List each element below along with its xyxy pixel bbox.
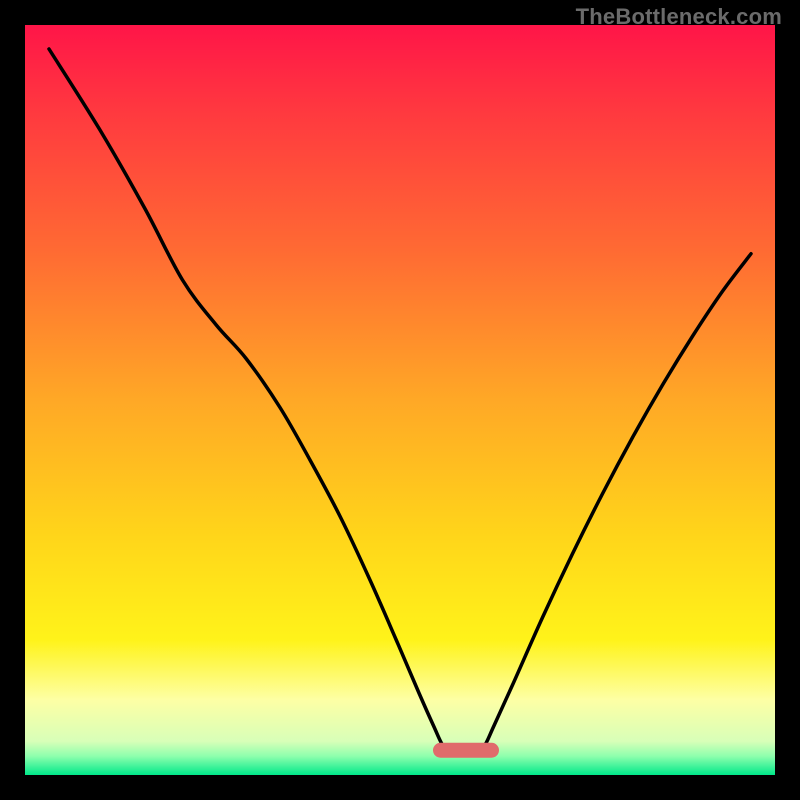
optimal-range-marker xyxy=(433,743,499,758)
chart-frame: TheBottleneck.com xyxy=(0,0,800,800)
chart-background-gradient xyxy=(25,25,775,775)
watermark-text: TheBottleneck.com xyxy=(576,4,782,30)
bottleneck-chart xyxy=(0,0,800,800)
